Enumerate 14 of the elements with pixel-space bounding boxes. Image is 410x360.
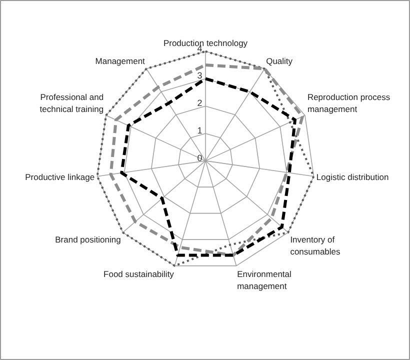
y-tick-label: 0 [197, 152, 202, 163]
spoke-label: Logistic distribution [316, 172, 389, 182]
y-tick-label: 2 [197, 98, 202, 108]
spoke-label: Productive linkage [25, 172, 95, 182]
spoke-label: Food sustainability [104, 268, 175, 279]
spoke-label: Quality [266, 56, 294, 66]
spoke-label: Inventory of consumables [290, 234, 340, 257]
spoke-label: Professional and technical training [40, 92, 104, 114]
y-tick-label: 1 [197, 125, 202, 136]
spoke-label: Reproduction process management [307, 92, 390, 114]
spoke-label: Management [95, 56, 146, 66]
spoke-label: Environmental management [237, 268, 292, 291]
spoke-label: Brand positioning [55, 234, 122, 245]
y-tick-label: 3 [197, 70, 202, 81]
